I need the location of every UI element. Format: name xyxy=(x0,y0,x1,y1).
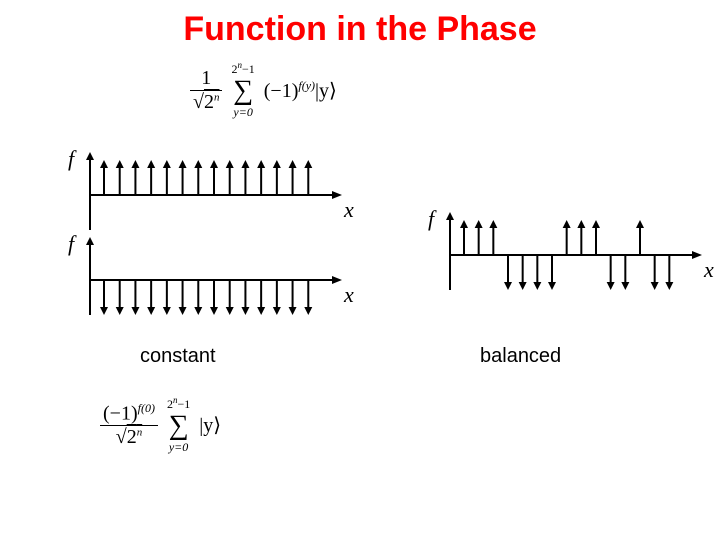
sigma: ∑ xyxy=(167,412,190,440)
tail: (−1)f(y)|y⟩ xyxy=(264,80,337,102)
frac-num: 1 xyxy=(190,67,222,91)
frac-num: (−1)f(0) xyxy=(100,401,158,427)
caption-constant: constant xyxy=(140,345,216,368)
plot-balanced: fx xyxy=(420,210,720,330)
formula-bottom: (−1)f(0) √2n 2n−1 ∑ y=0 |y⟩ xyxy=(100,395,221,455)
svg-text:x: x xyxy=(343,282,354,307)
sum-lower: y=0 xyxy=(167,440,190,455)
svg-text:f: f xyxy=(428,210,437,231)
frac-den: √2n xyxy=(100,426,158,449)
formula-top: 1 √2n 2n−1 ∑ y=0 (−1)f(y)|y⟩ xyxy=(190,60,337,120)
sum-lower: y=0 xyxy=(231,105,254,120)
sigma: ∑ xyxy=(231,77,254,105)
ket: |y⟩ xyxy=(199,415,221,437)
svg-text:f: f xyxy=(68,235,77,256)
page-title: Function in the Phase xyxy=(0,10,720,49)
plot-constant-down: fx xyxy=(60,235,360,355)
svg-text:x: x xyxy=(703,257,714,282)
svg-text:x: x xyxy=(343,197,354,222)
svg-text:f: f xyxy=(68,150,77,171)
caption-balanced: balanced xyxy=(480,345,561,368)
frac-den: √2n xyxy=(190,91,222,114)
